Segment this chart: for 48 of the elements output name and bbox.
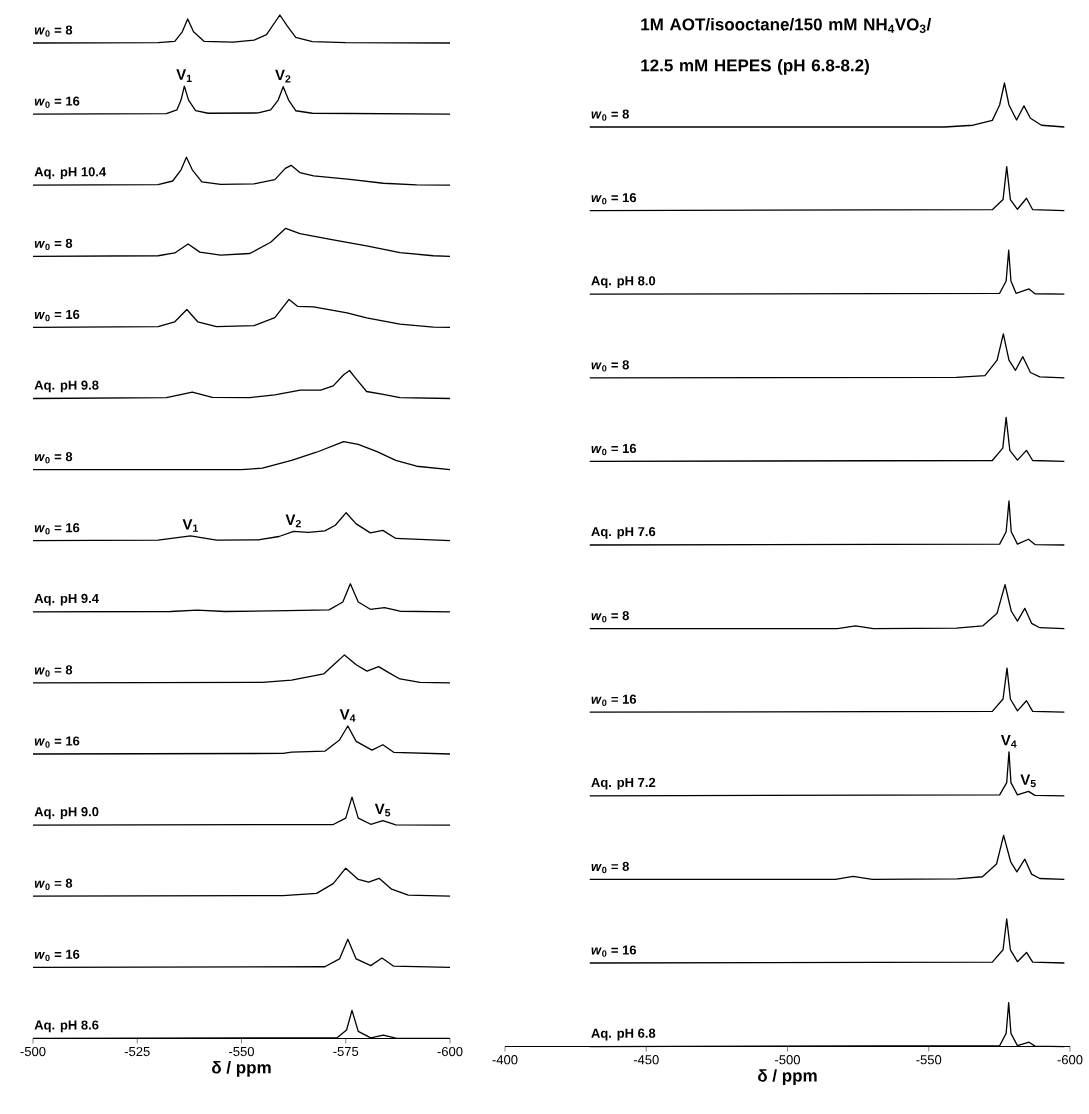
- series-label: w$_{0}$ = 16: [591, 443, 637, 456]
- series-label: Aq. pH 8.0: [591, 276, 656, 288]
- x-axis-title: δ / ppm: [212, 1061, 271, 1077]
- x-tick-label: -400: [492, 1055, 518, 1065]
- x-tick-label: -550: [229, 1046, 254, 1057]
- series-label: Aq. pH 9.4: [34, 593, 99, 606]
- x-tick-label: -525: [124, 1046, 150, 1057]
- series-label: w$_{0}$ = 16: [34, 523, 80, 535]
- x-tick-label: -550: [916, 1055, 942, 1065]
- x-tick-label: -500: [20, 1046, 46, 1057]
- x-tick-label: -575: [333, 1046, 359, 1056]
- series-label: w$_{0}$ = 8: [591, 861, 629, 874]
- series-label: w$_{0}$ = 16: [34, 309, 80, 322]
- series-label: w$_{0}$ = 8: [34, 452, 73, 464]
- annotation: V$_{5}$: [1020, 774, 1036, 788]
- series-label: Aq. pH 7.2: [591, 777, 656, 790]
- annotation: V$_{4}$: [1000, 735, 1017, 748]
- series-label: Aq. pH 9.8: [34, 380, 99, 393]
- x-tick-label: -500: [775, 1055, 800, 1065]
- annotation: V$_{1}$: [182, 519, 198, 532]
- series-label: Aq. pH 8.6: [34, 1020, 99, 1033]
- annotation: V$_{5}$: [374, 803, 391, 817]
- series-label: w$_{0}$ = 8: [591, 360, 629, 372]
- chart-title: 1M AOT/isooctane/150 mM NH$_{4}$VO$_{3}$/ 12.5 mM HEPES (pH 6.8-8.2): [641, 17, 932, 75]
- x-tick-label: -450: [633, 1055, 659, 1065]
- annotation: V$_{1}$: [176, 69, 192, 82]
- series-label: w$_{0}$ = 16: [34, 736, 80, 748]
- series-label: Aq. pH 7.6: [591, 527, 656, 539]
- series-label: w$_{0}$ = 8: [591, 611, 629, 623]
- series-label: w$_{0}$ = 16: [591, 945, 637, 957]
- series-label: w$_{0}$ = 8: [34, 878, 73, 890]
- series-label: Aq. pH 6.8: [591, 1028, 656, 1041]
- series-label: w$_{0}$ = 16: [34, 949, 80, 962]
- series-label: Aq. pH 10.4: [34, 167, 107, 179]
- annotation: V$_{2}$: [275, 69, 291, 83]
- series-label: w$_{0}$ = 16: [591, 694, 637, 706]
- series-label: w$_{0}$ = 8: [34, 238, 73, 251]
- series-label: Aq. pH 9.0: [34, 807, 99, 819]
- x-tick-label: -600: [437, 1046, 463, 1057]
- series-label: w$_{0}$ = 8: [591, 109, 629, 121]
- series-label: w$_{0}$ = 16: [34, 96, 80, 108]
- x-axis-title: δ / ppm: [758, 1069, 817, 1086]
- series-label: w$_{0}$ = 8: [34, 25, 73, 37]
- x-tick-label: -600: [1057, 1055, 1083, 1065]
- series-label: w$_{0}$ = 16: [591, 193, 637, 205]
- annotation: V$_{4}$: [339, 709, 356, 722]
- series-label: w$_{0}$ = 8: [34, 665, 73, 677]
- annotation: V$_{2}$: [285, 514, 301, 528]
